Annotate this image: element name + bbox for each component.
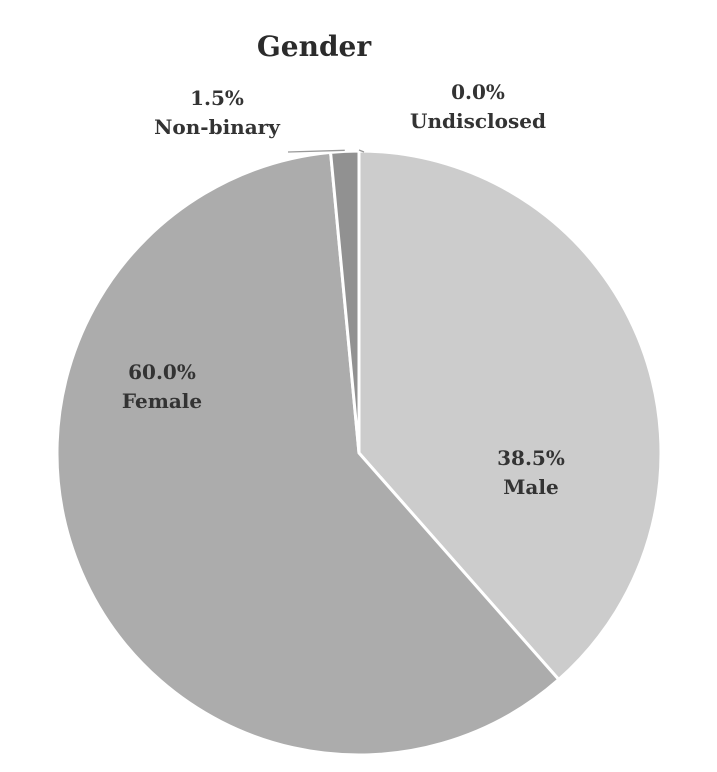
data-label-value-non-binary: 1.5%	[190, 86, 244, 110]
data-label-name-female: Female	[122, 389, 202, 413]
data-label-name-undisclosed: Undisclosed	[410, 109, 546, 133]
chart-title: Gender	[257, 30, 372, 63]
leader-line-non-binary	[287, 149, 345, 153]
data-label-value-undisclosed: 0.0%	[451, 80, 505, 104]
data-label-name-male: Male	[503, 475, 558, 499]
data-labels: 38.5% Male 60.0% Female 1.5% Non-binary 0.0% Un…	[122, 80, 565, 499]
pie-slices	[55, 149, 663, 757]
data-label-name-non-binary: Non-binary	[154, 115, 281, 139]
data-label-value-female: 60.0%	[128, 360, 196, 384]
slice-female	[55, 150, 561, 757]
leader-line-undisclosed	[358, 149, 365, 153]
slice-non-binary	[328, 149, 361, 454]
leader-lines	[287, 149, 365, 153]
data-label-value-male: 38.5%	[497, 446, 565, 470]
slice-male	[357, 149, 663, 682]
